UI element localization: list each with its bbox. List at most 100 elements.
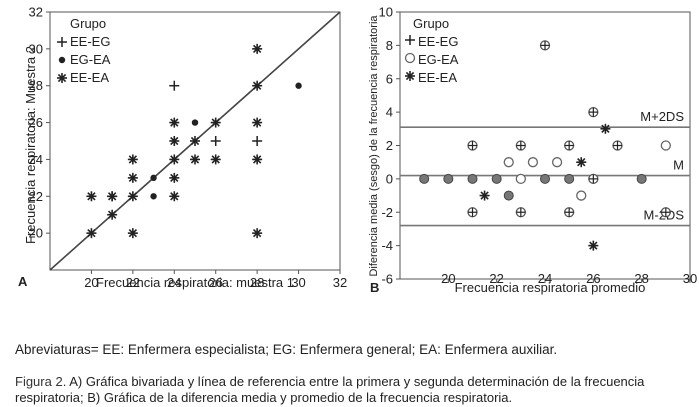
panel-a-y-tick-label: 26 (29, 115, 43, 130)
panel-b-legend-swatch-0 (405, 35, 415, 45)
panel-b-x-tick-label: 26 (586, 271, 600, 286)
panel-b-point-circle-dot (443, 173, 454, 184)
panel-a-x-tick-label: 22 (126, 275, 140, 290)
panel-b-x-tick-label: 28 (634, 271, 648, 286)
panel-b-legend: Grupo EE-EG EG-EA EE-EA (404, 16, 459, 85)
panel-b-point-circle-dot (503, 190, 514, 201)
panel-a-x-tick-label: 32 (333, 275, 347, 290)
panel-b-point-circle-dot (564, 173, 575, 184)
panel-b-y-tick-label: 0 (386, 171, 393, 186)
caption-line-1: A) Gráfica bivariada y línea de referenc… (66, 374, 645, 389)
panel-b-point-circle (576, 190, 587, 201)
panel-a-y-tick-label: 22 (29, 189, 43, 204)
panel-a-y-tick-label: 20 (29, 226, 43, 241)
panel-a-point-star (190, 154, 200, 165)
panel-b-y-tick-label: 8 (386, 38, 393, 53)
panel-b-point-circle-plus (564, 140, 575, 151)
panel-b-point-circle-plus (588, 173, 599, 185)
panel-a-y-tick-label: 32 (29, 5, 43, 20)
panel-b-legend-swatch-1 (404, 52, 416, 64)
panel-b-y-tick-label: 10 (379, 5, 393, 20)
caption-lead: Figura 2. (15, 374, 67, 389)
panel-b-point-circle-dot (636, 173, 647, 184)
panel-a-frame (49, 11, 341, 271)
panel-a-point-star (127, 228, 138, 239)
panel-a-x-tick-label: 24 (167, 275, 181, 290)
panel-b-legend-marker-circle (404, 52, 416, 64)
panel-b-point-star (588, 240, 599, 251)
panel-b-point-circle-plus (588, 106, 599, 118)
panel-b-x-tick-label: 22 (489, 271, 503, 286)
panel-b-point-circle (660, 140, 671, 151)
panel-a-legend-swatch-2 (57, 73, 67, 83)
panel-b-legend-swatch-2 (405, 71, 415, 81)
panel-b-point-circle-plus (515, 207, 526, 218)
panel-a-legend-marker-star (57, 73, 67, 83)
panel-b-point-circle-plus (539, 40, 551, 51)
panel-b-point-circle-plus (564, 207, 575, 218)
panel-b-reference-label: M (673, 158, 684, 173)
panel-a-x-tick-label: 26 (208, 275, 222, 290)
panel-b-y-tick-label: 2 (386, 138, 393, 153)
panel-b-x-tick-label: 30 (683, 271, 697, 286)
panel-b-x-tick-label: 24 (538, 271, 552, 286)
panel-a: 20 22 24 26 28 30 32 20 22 24 26 28 30 32 Grupo EE-EG… (18, 5, 347, 291)
panel-a-point-plus (210, 136, 221, 146)
panel-a-legend-swatch-1 (58, 56, 66, 64)
panel-a-legend: Grupo EE-EG EG-EA EE-EA (57, 16, 111, 85)
panel-a-points (86, 43, 302, 239)
panel-a-legend-label-2: EE-EA (70, 70, 109, 85)
panel-b-y-tick-label: 6 (386, 71, 393, 86)
panel-b-legend-label-1: EG-EA (418, 52, 459, 67)
panel-b-y-axis-label: Diferencia media (sesgo) de la frecuenci… (368, 15, 380, 277)
panel-a-legend-label-1: EG-EA (70, 52, 111, 67)
panel-b-y-tick-label: -2 (381, 205, 393, 220)
panel-b-point-circle-dot (540, 173, 550, 184)
panel-a-point-plus (252, 136, 263, 146)
panel-b-point-circle-dot (467, 173, 478, 184)
panel-b-point-circle-dot (491, 173, 502, 184)
panel-b-point-circle-plus (515, 140, 526, 151)
panel-b-y-tick-label: 4 (386, 105, 393, 120)
panel-b-point-circle-dot (419, 173, 430, 184)
panel-b-point-circle (515, 173, 526, 185)
panel-b-y-tick-label: -4 (381, 238, 393, 253)
panel-a-point-star (252, 228, 263, 239)
panel-a-point-star (127, 154, 138, 165)
panel-a-legend-marker-plus (57, 37, 67, 47)
panel-a-x-axis-label: Frecuencia respiratoria: muestra 1 (96, 275, 294, 290)
panel-b-point-circle-plus (612, 140, 623, 151)
panel-b-x-axis-label: Frecuencia respiratoria promedio (455, 280, 646, 295)
panel-a-point-star (86, 228, 97, 239)
panel-b-reference-lines: M+2DSMM-2DS (400, 109, 690, 227)
panel-a-point-star (107, 191, 118, 202)
panel-b-point-circle-plus (467, 140, 478, 151)
panel-a-point-star (252, 43, 263, 54)
panel-b-legend-label-0: EE-EG (418, 34, 458, 49)
panel-a-point-star (169, 117, 180, 128)
panel-b-point-circle-plus (467, 207, 478, 218)
panel-a-legend-title: Grupo (70, 16, 106, 31)
panel-b-legend-marker-plus (405, 35, 415, 45)
panel-a-point-star (127, 191, 138, 202)
panel-b-point-star (479, 190, 490, 201)
figure-caption: Figura 2. A) Gráfica bivariada y línea d… (15, 374, 699, 406)
panel-a-y-tick-label: 30 (29, 41, 43, 56)
panel-a-point-star (210, 117, 221, 128)
panel-a-point-star (127, 172, 138, 183)
panel-a-point-star (86, 191, 97, 202)
panel-b-point-circle (503, 157, 514, 168)
panel-b-legend-label-2: EE-EA (418, 70, 457, 85)
panel-a-point-star (210, 154, 221, 165)
panel-a-x-tick-label: 30 (291, 275, 305, 290)
panel-a-point-star (169, 191, 180, 202)
panel-a-point-star (252, 80, 263, 91)
panel-a-point-dot (150, 193, 157, 200)
panel-a-point-dot (191, 119, 199, 126)
panel-b-point-star (576, 157, 587, 168)
panel-a-point-star (169, 172, 180, 183)
panel-b-point-star (600, 123, 611, 134)
panel-b-point-circle-plus (660, 207, 671, 218)
